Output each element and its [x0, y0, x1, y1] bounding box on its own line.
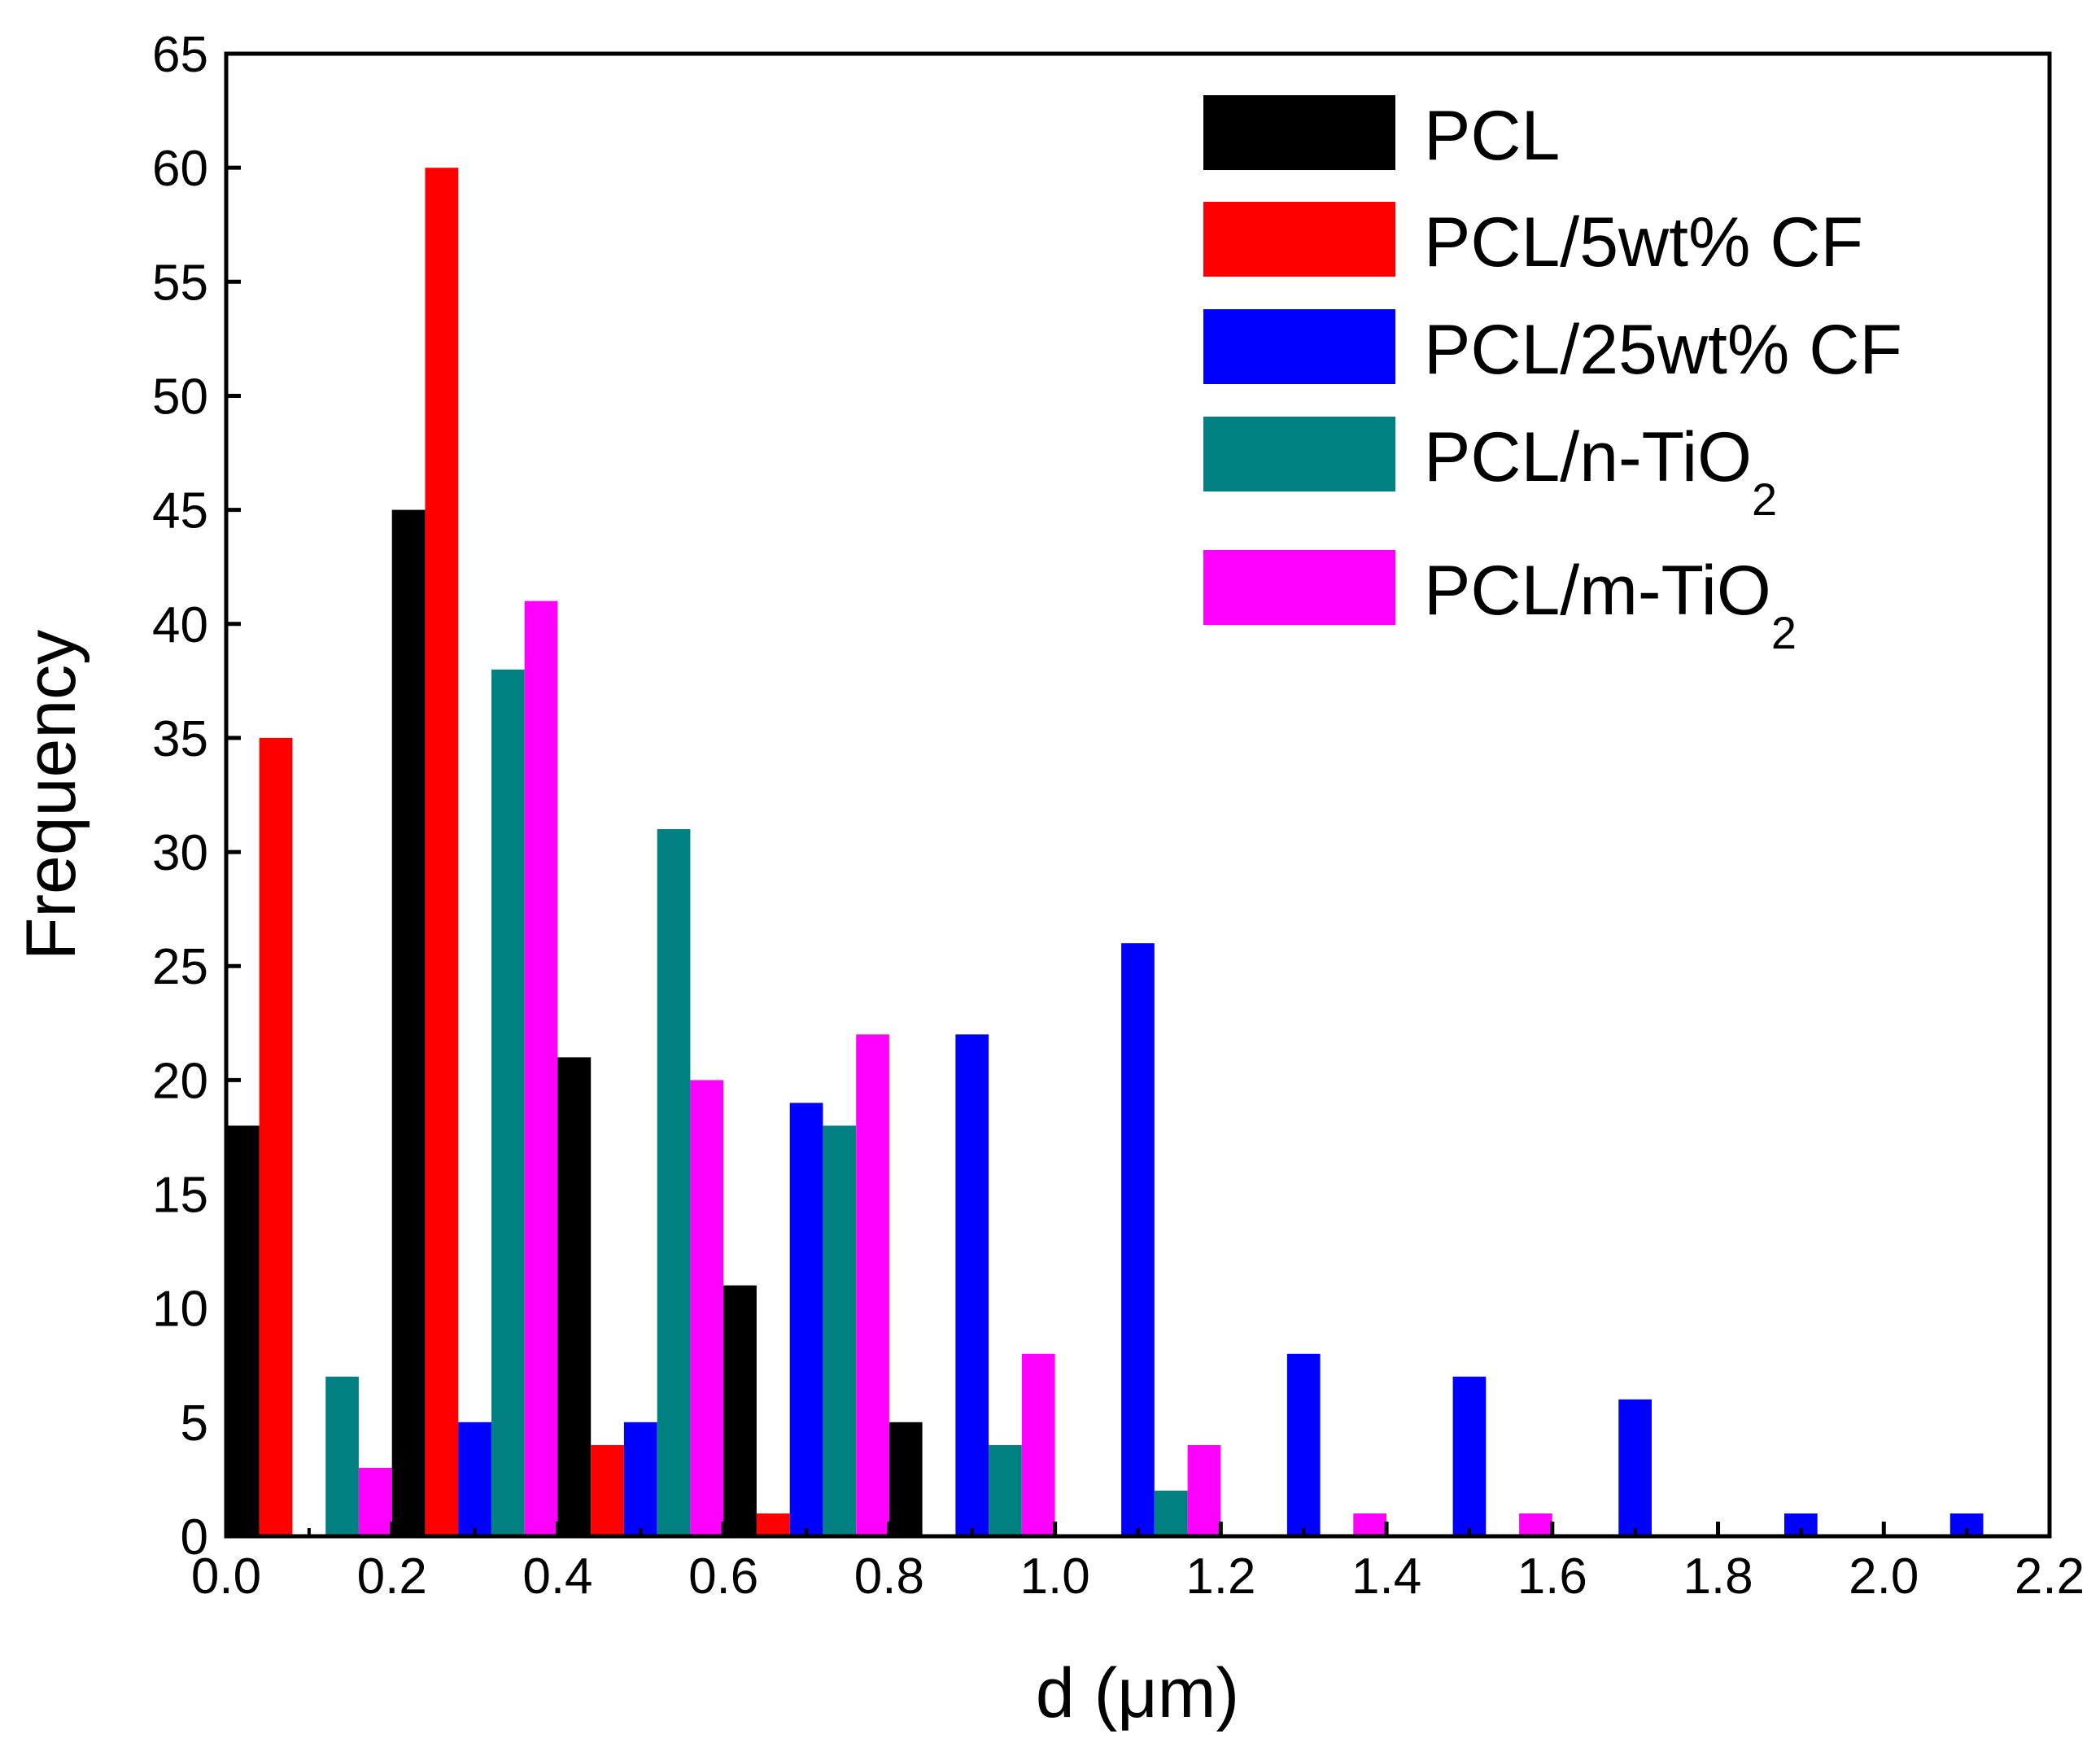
legend-label: PCL [1424, 97, 1560, 175]
legend-swatch [1203, 202, 1395, 277]
bar [1452, 1376, 1487, 1536]
x-tick-label: 2.0 [1849, 1548, 1919, 1605]
x-tick-label: 1.8 [1683, 1548, 1753, 1605]
bar [1618, 1399, 1652, 1536]
y-tick-label: 45 [152, 483, 208, 539]
x-tick-label: 0.6 [688, 1548, 758, 1605]
legend-label: PCL/5wt% CF [1424, 203, 1863, 282]
bar [1154, 1490, 1188, 1536]
bars-group [226, 168, 1984, 1537]
bar [888, 1422, 923, 1536]
legend-label: PCL/25wt% CF [1424, 311, 1902, 389]
bar [723, 1285, 757, 1536]
bar [391, 509, 426, 1536]
x-tick-label: 0.0 [191, 1548, 261, 1605]
y-axis-title: Frequency [12, 630, 90, 960]
legend-swatch [1203, 95, 1395, 170]
x-tick-label: 1.0 [1020, 1548, 1090, 1605]
bar [591, 1444, 624, 1536]
legend-swatch [1203, 417, 1395, 491]
y-tick-label: 65 [152, 27, 208, 83]
bar [989, 1444, 1022, 1536]
x-tick-label: 2.2 [2015, 1548, 2085, 1605]
y-tick-label: 30 [152, 825, 208, 881]
y-tick-label: 15 [152, 1168, 208, 1224]
bar [1021, 1353, 1055, 1536]
bar [856, 1034, 889, 1536]
bar [756, 1513, 790, 1536]
y-tick-label: 50 [152, 369, 208, 425]
y-tick-label: 10 [152, 1282, 208, 1338]
bar [491, 669, 525, 1536]
x-axis-title: d (μm) [1036, 1654, 1239, 1732]
bar [226, 1125, 260, 1536]
y-tick-label: 35 [152, 711, 208, 767]
y-tick-label: 40 [152, 597, 208, 653]
bar [557, 1057, 592, 1536]
bar [325, 1376, 359, 1536]
legend-swatch [1203, 309, 1395, 384]
bar [259, 737, 293, 1536]
y-axis-ticks: 0 5 10 15 20 25 30 35 40 45 50 55 60 65 [152, 27, 241, 1566]
y-tick-label: 55 [152, 255, 208, 311]
x-tick-label: 1.4 [1351, 1548, 1421, 1605]
bar [1187, 1444, 1221, 1536]
bar [524, 601, 558, 1537]
bar [1121, 943, 1155, 1536]
bar [690, 1080, 724, 1536]
bar [823, 1125, 857, 1536]
bar [657, 829, 691, 1536]
x-axis-ticks: 0.0 0.2 0.4 0.6 0.8 1.0 1.2 1.4 1.6 1.8 2.0 2.2 [191, 1522, 2085, 1605]
bar [955, 1034, 989, 1536]
legend-swatch [1203, 550, 1395, 625]
bar [789, 1103, 823, 1536]
bar [1519, 1513, 1552, 1536]
bar [425, 168, 459, 1537]
bar [1286, 1353, 1321, 1536]
bar [458, 1422, 491, 1536]
bar [1353, 1513, 1386, 1536]
x-tick-label: 1.6 [1517, 1548, 1587, 1605]
x-tick-label: 0.4 [522, 1548, 592, 1605]
x-tick-label: 0.2 [357, 1548, 427, 1605]
y-tick-label: 5 [181, 1395, 208, 1452]
x-tick-label: 0.8 [854, 1548, 924, 1605]
y-tick-label: 60 [152, 141, 208, 197]
legend-label-subscript: 2 [1771, 607, 1797, 658]
legend-label-subscript: 2 [1752, 474, 1777, 525]
y-tick-label: 25 [152, 939, 208, 995]
y-tick-label: 0 [181, 1509, 208, 1566]
bar [623, 1422, 657, 1536]
bar [359, 1467, 392, 1536]
x-tick-label: 1.2 [1185, 1548, 1255, 1605]
y-tick-label: 20 [152, 1053, 208, 1109]
